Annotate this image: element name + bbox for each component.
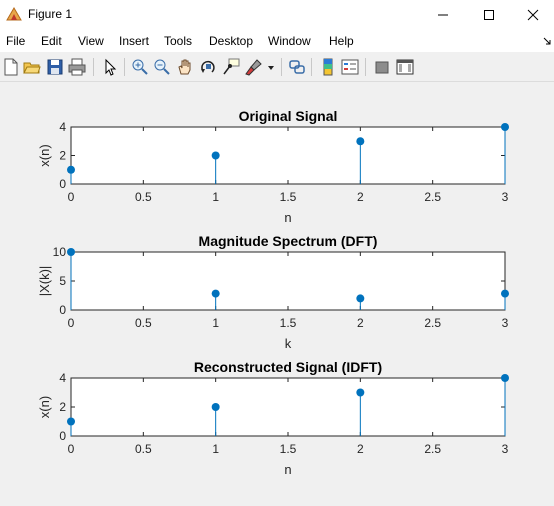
window-title: Figure 1 — [28, 7, 73, 21]
save-icon[interactable] — [46, 58, 64, 76]
toolbar-separator — [365, 58, 366, 76]
subplot-3-stem-marker — [67, 417, 75, 426]
menu-desktop[interactable]: Desktop — [209, 34, 254, 48]
subplot-3-x-tick-label: 2.5 — [424, 442, 441, 456]
figure-toolbar — [0, 53, 554, 82]
subplot-3-x-tick-label: 2 — [357, 442, 364, 456]
subplot-2-stem-marker — [356, 294, 365, 303]
subplot-1-x-tick-label: 2 — [357, 190, 364, 204]
data-cursor-icon[interactable] — [222, 58, 240, 76]
subplot-2-axes — [70, 251, 506, 311]
subplots: 0 0.5 1 1.5 2 2.5 3 0 2 4 Original Signal n x(n) 0 0.5… — [37, 108, 509, 477]
menu-edit[interactable]: Edit — [41, 34, 62, 48]
open-file-icon[interactable] — [23, 58, 41, 76]
subplot-3-x-label: n — [284, 462, 291, 477]
subplot-2-stem-marker — [211, 289, 220, 298]
subplot-1-y-tick-label: 4 — [59, 120, 66, 134]
menu-insert[interactable]: Insert — [119, 34, 150, 48]
toolbar-separator — [93, 58, 94, 76]
subplot-3-x-tick-label: 1 — [212, 442, 219, 456]
subplot-3-stem-marker — [211, 403, 220, 411]
subplot-3-x-tick-label: 3 — [502, 442, 509, 456]
subplot-2-x-tick-label: 0 — [68, 316, 75, 330]
subplot-2-x-label: k — [285, 336, 292, 351]
subplot-1-y-tick-label: 2 — [59, 149, 66, 163]
subplot-2-y-label: |X(k)| — [37, 266, 52, 297]
dock-arrow-icon[interactable] — [542, 36, 552, 46]
subplot-2-y-tick-label: 0 — [59, 303, 66, 317]
subplot-1-x-tick-label: 3 — [502, 190, 509, 204]
subplot-1-x-tick-label: 1 — [212, 190, 219, 204]
colorbar-icon[interactable] — [319, 58, 337, 76]
subplot-3-axes — [70, 377, 506, 437]
subplot-2-y-tick-label: 5 — [59, 274, 66, 288]
menu-file[interactable]: File — [6, 34, 26, 48]
subplot-3-y-tick-label: 0 — [59, 429, 66, 443]
subplot-2-stem-marker — [67, 248, 75, 256]
subplot-2-x-tick-label: 1.5 — [280, 316, 297, 330]
subplot-1-x-tick-label: 0 — [68, 190, 75, 204]
subplot-2-x-tick-label: 1 — [212, 316, 219, 330]
brush-dropdown-icon[interactable] — [266, 58, 276, 76]
subplot-1-x-tick-label: 2.5 — [424, 190, 441, 204]
figure-canvas: 0 0.5 1 1.5 2 2.5 3 0 2 4 Original Signal n x(n) 0 0.5… — [0, 82, 554, 501]
subplot-3-title: Reconstructed Signal (IDFT) — [194, 359, 382, 375]
subplot-3-stem-marker — [356, 388, 365, 397]
subplot-1-x-tick-label: 1.5 — [280, 190, 297, 204]
subplot-3-x-tick-label: 1.5 — [280, 442, 297, 456]
subplot-1-stem-marker — [356, 137, 365, 146]
subplot-3-y-label: x(n) — [37, 396, 52, 418]
subplot-1-y-label: x(n) — [37, 144, 52, 166]
subplot-3-x-tick-label: 0.5 — [135, 442, 152, 456]
menu-bar: File Edit View Insert Tools Desktop Wind… — [0, 30, 554, 52]
rotate-3d-icon[interactable] — [199, 58, 217, 76]
subplot-2-x-tick-label: 2 — [357, 316, 364, 330]
subplot-1-title: Original Signal — [239, 108, 338, 124]
subplot-2-x-tick-label: 2.5 — [424, 316, 441, 330]
subplot-3-y-tick-label: 2 — [59, 400, 66, 414]
subplot-3-stem-marker — [501, 374, 509, 382]
subplot-1-stem-marker — [501, 123, 509, 131]
maximize-button[interactable] — [466, 0, 512, 30]
subplot-1-x-tick-label: 0.5 — [135, 190, 152, 204]
zoom-out-icon[interactable] — [153, 58, 171, 76]
toolbar-separator — [311, 58, 312, 76]
print-icon[interactable] — [68, 58, 86, 76]
close-button[interactable] — [510, 0, 554, 30]
toolbar-separator — [281, 58, 282, 76]
menu-help[interactable]: Help — [329, 34, 354, 48]
subplot-2-x-tick-label: 0.5 — [135, 316, 152, 330]
subplot-2-stem-marker — [501, 289, 509, 298]
title-bar: Figure 1 — [0, 0, 554, 30]
menu-tools[interactable]: Tools — [164, 34, 193, 48]
subplot-2-x-tick-label: 3 — [502, 316, 509, 330]
subplot-1-axes — [70, 126, 506, 185]
matlab-figure-icon — [6, 7, 22, 21]
minimize-button[interactable] — [420, 0, 466, 30]
legend-icon[interactable] — [341, 58, 359, 76]
subplot-1-stem-marker — [211, 151, 220, 160]
subplot-1-y-tick-label: 0 — [59, 177, 66, 191]
subplot-2-title: Magnitude Spectrum (DFT) — [199, 233, 378, 249]
show-plot-tools-icon[interactable] — [396, 58, 414, 76]
subplot-2-y-tick-label: 10 — [53, 245, 67, 259]
pan-icon[interactable] — [176, 58, 194, 76]
zoom-in-icon[interactable] — [131, 58, 149, 76]
minimize-icon — [438, 14, 448, 16]
subplot-3-y-tick-label: 4 — [59, 371, 66, 385]
link-plot-icon[interactable] — [288, 58, 306, 76]
brush-icon[interactable] — [245, 58, 263, 76]
subplot-1-stem-marker — [67, 165, 75, 174]
close-icon — [527, 9, 539, 21]
toolbar-separator — [124, 58, 125, 76]
menu-window[interactable]: Window — [268, 34, 311, 48]
subplot-3-x-tick-label: 0 — [68, 442, 75, 456]
new-figure-icon[interactable] — [2, 58, 20, 76]
subplot-1-x-label: n — [284, 210, 291, 225]
hide-plot-tools-icon[interactable] — [373, 58, 391, 76]
maximize-icon — [484, 10, 494, 20]
menu-view[interactable]: View — [78, 34, 104, 48]
pointer-icon[interactable] — [101, 58, 119, 76]
